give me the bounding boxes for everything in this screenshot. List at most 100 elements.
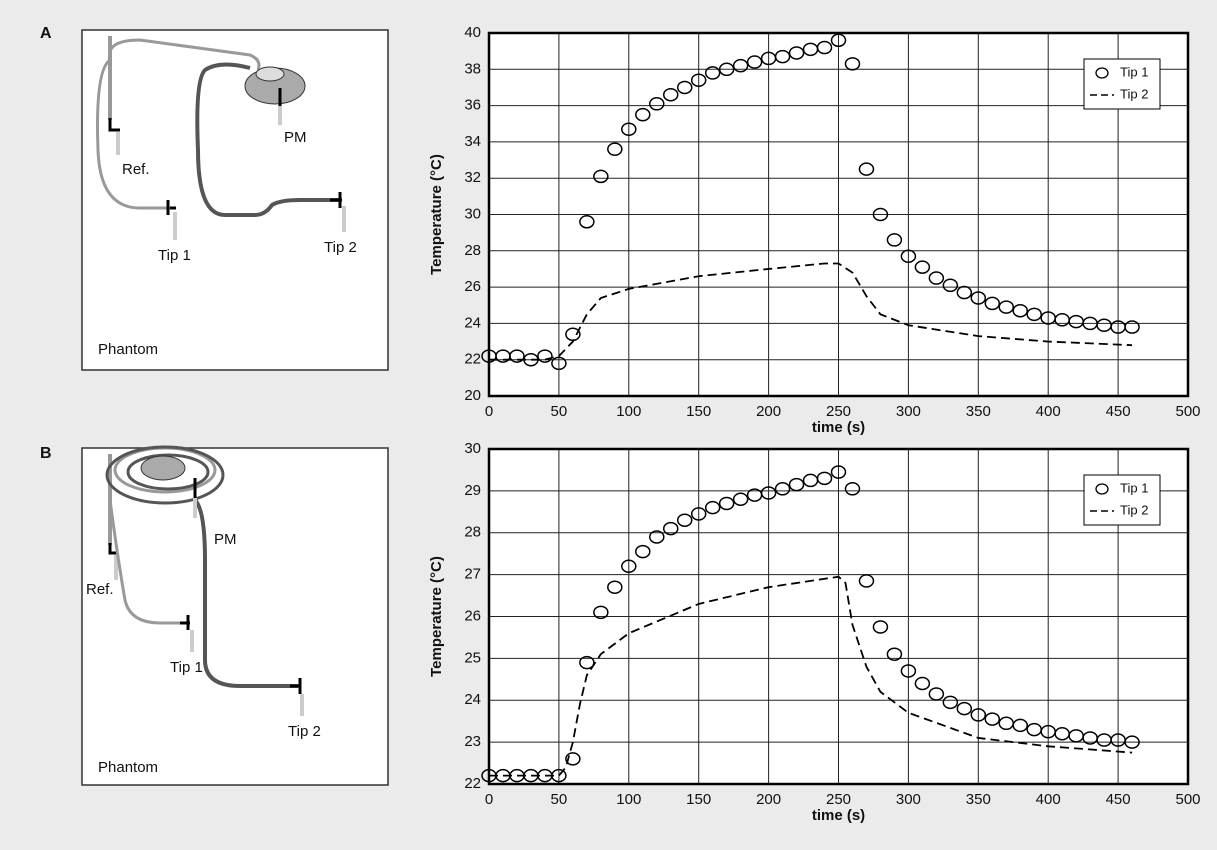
- diagram-label: Tip 1: [170, 659, 203, 676]
- data-point: [942, 695, 959, 710]
- data-point: [816, 471, 833, 486]
- y-tick-label: 29: [464, 482, 481, 499]
- y-tick-label: 26: [464, 607, 481, 624]
- y-tick-label: 36: [464, 97, 481, 114]
- data-point: [621, 122, 637, 136]
- data-point: [872, 620, 889, 634]
- data-point: [1012, 718, 1028, 733]
- y-tick-label: 22: [464, 775, 481, 792]
- data-point: [704, 500, 721, 515]
- y-tick-label: 22: [464, 351, 481, 368]
- data-point: [718, 62, 735, 77]
- diagram-label: Tip 1: [158, 247, 191, 264]
- data-point: [872, 207, 889, 222]
- diagram-label: Phantom: [98, 759, 158, 776]
- data-point: [704, 66, 721, 80]
- y-tick-label: 30: [464, 440, 481, 457]
- x-tick-label: 400: [1036, 791, 1061, 808]
- data-point: [774, 49, 791, 64]
- data-point: [928, 271, 945, 285]
- x-axis-label: time (s): [812, 807, 865, 824]
- x-tick-label: 500: [1175, 403, 1200, 420]
- data-point: [662, 87, 679, 102]
- y-tick-label: 34: [464, 133, 481, 150]
- legend-label: Tip 2: [1120, 502, 1148, 517]
- data-point: [746, 55, 763, 69]
- x-tick-label: 350: [966, 791, 991, 808]
- x-tick-label: 250: [826, 403, 851, 420]
- x-axis-label: time (s): [812, 419, 865, 436]
- data-point: [942, 278, 959, 293]
- data-point: [844, 57, 861, 71]
- data-point: [914, 676, 931, 691]
- y-tick-label: 26: [464, 278, 481, 295]
- data-point: [984, 296, 1001, 311]
- x-tick-label: 400: [1036, 403, 1061, 420]
- legend-box: [1083, 58, 1161, 110]
- data-point: [732, 492, 749, 506]
- data-point: [565, 752, 581, 766]
- diagram-label: Ref.: [122, 161, 150, 178]
- y-tick-label: 38: [464, 60, 481, 77]
- x-tick-label: 200: [756, 791, 781, 808]
- y-tick-label: 20: [464, 387, 481, 404]
- y-axis-label: Temperature (°C): [428, 556, 445, 677]
- x-tick-label: 50: [551, 791, 568, 808]
- y-tick-label: 24: [464, 691, 481, 708]
- panel-label: A: [40, 25, 52, 42]
- y-tick-label: 23: [464, 733, 481, 750]
- diagram-label: Phantom: [98, 341, 158, 358]
- y-tick-label: 32: [464, 169, 481, 186]
- y-axis-label: Temperature (°C): [428, 154, 445, 275]
- x-tick-label: 300: [896, 403, 921, 420]
- data-point: [579, 655, 595, 670]
- diagram-b: [105, 445, 304, 716]
- data-point: [690, 73, 707, 87]
- diagram-label: Ref.: [86, 581, 114, 598]
- x-tick-label: 0: [485, 403, 493, 420]
- x-tick-label: 100: [616, 791, 641, 808]
- x-tick-label: 500: [1175, 791, 1200, 808]
- diagram-box: [81, 29, 389, 371]
- data-point: [900, 249, 917, 263]
- data-point: [844, 482, 861, 496]
- legend-symbol: [1095, 67, 1109, 79]
- diagram-label: PM: [214, 531, 237, 548]
- data-point: [788, 46, 805, 60]
- data-point: [635, 107, 651, 122]
- x-tick-label: 250: [826, 791, 851, 808]
- plot-frame: [487, 31, 1190, 398]
- y-tick-label: 25: [464, 649, 481, 666]
- data-point: [593, 605, 609, 620]
- data-point: [816, 40, 833, 55]
- data-point: [970, 291, 987, 305]
- data-point: [662, 521, 679, 536]
- x-tick-label: 300: [896, 791, 921, 808]
- data-point: [593, 169, 609, 184]
- data-point: [1124, 735, 1140, 749]
- y-tick-label: 40: [464, 24, 481, 41]
- data-point: [760, 486, 777, 500]
- x-tick-label: 200: [756, 403, 781, 420]
- data-point: [607, 580, 623, 594]
- data-point: [956, 701, 973, 716]
- diagram-a: [96, 36, 346, 240]
- diagram-label: Tip 2: [288, 723, 321, 740]
- data-point: [830, 465, 847, 479]
- data-point: [1026, 307, 1042, 322]
- data-point: [970, 708, 987, 722]
- y-tick-label: 24: [464, 314, 481, 331]
- data-point: [621, 559, 637, 573]
- data-point: [676, 80, 693, 95]
- x-tick-label: 450: [1106, 403, 1131, 420]
- data-point: [886, 647, 903, 661]
- y-tick-label: 28: [464, 524, 481, 541]
- data-point: [788, 477, 805, 492]
- data-point: [956, 285, 973, 300]
- legend-label: Tip 1: [1120, 64, 1148, 79]
- y-tick-label: 27: [464, 566, 481, 583]
- data-point: [886, 233, 903, 247]
